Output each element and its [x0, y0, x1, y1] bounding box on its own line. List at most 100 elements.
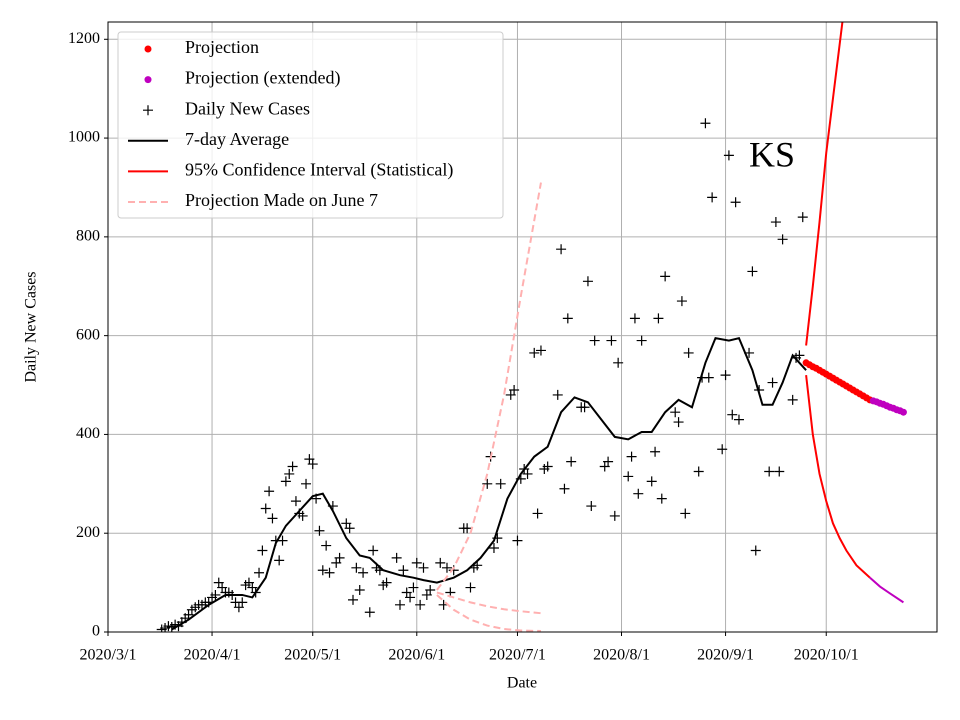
series-line — [436, 182, 542, 591]
plot-area — [156, 22, 907, 632]
legend-label: Daily New Cases — [185, 98, 310, 118]
legend-label: Projection — [185, 37, 259, 57]
point — [629, 313, 640, 324]
legend-label: Projection (extended) — [185, 68, 340, 89]
legend: Projection Projection (extended) Daily New… — [117, 31, 504, 219]
series-line — [436, 594, 541, 632]
point — [381, 577, 392, 588]
point — [237, 597, 248, 608]
point — [670, 407, 681, 418]
point — [284, 468, 295, 479]
point — [660, 271, 671, 282]
point — [351, 562, 362, 573]
legend-marker — [144, 76, 152, 84]
point — [623, 471, 634, 482]
point — [653, 313, 664, 324]
point — [723, 150, 734, 161]
series-line — [869, 576, 904, 604]
point — [418, 562, 429, 573]
point — [391, 552, 402, 563]
point — [562, 313, 573, 324]
point — [254, 567, 265, 578]
point — [264, 486, 275, 497]
point — [317, 565, 328, 576]
series-line — [805, 22, 844, 346]
point — [542, 461, 553, 472]
point — [415, 599, 426, 610]
y-tick-label: 1200 — [68, 30, 100, 47]
point — [673, 417, 684, 428]
point — [626, 451, 637, 462]
y-tick-label: 600 — [76, 326, 100, 343]
x-axis-label: Date — [507, 675, 537, 692]
y-tick-label: 400 — [76, 425, 100, 442]
point — [700, 118, 711, 129]
annotation: KS — [749, 134, 795, 174]
point — [277, 535, 288, 546]
x-tick-label: 2020/5/1 — [284, 647, 341, 664]
series-line — [436, 591, 542, 615]
point — [364, 607, 375, 618]
point — [532, 508, 543, 519]
point — [301, 478, 312, 489]
legend-box — [117, 31, 504, 219]
point — [650, 446, 661, 457]
point — [462, 523, 473, 534]
point — [509, 384, 520, 395]
point — [633, 488, 644, 499]
point — [727, 409, 738, 420]
point — [411, 557, 422, 568]
point — [582, 276, 593, 287]
point — [579, 402, 590, 413]
point — [770, 217, 781, 228]
point — [307, 459, 318, 470]
legend-label: Projection Made on June 7 — [185, 190, 378, 210]
point — [552, 389, 563, 400]
point — [368, 545, 379, 556]
point — [693, 466, 704, 477]
legend-marker — [143, 105, 153, 116]
point — [495, 478, 506, 489]
series-line — [805, 375, 871, 579]
legend-label: 7-day Average — [185, 129, 289, 149]
point — [257, 545, 268, 556]
point — [358, 567, 369, 578]
y-tick-label: 0 — [92, 623, 100, 640]
point — [646, 476, 657, 487]
point — [717, 444, 728, 455]
point — [730, 197, 741, 208]
point — [334, 552, 345, 563]
axes-frame — [107, 21, 938, 633]
point — [465, 582, 476, 593]
point — [287, 461, 298, 472]
point — [398, 565, 409, 576]
point — [324, 567, 335, 578]
y-tick-label: 1000 — [68, 129, 100, 146]
x-tick-label: 2020/10/1 — [794, 647, 859, 664]
point — [787, 394, 798, 405]
point — [482, 478, 493, 489]
point — [210, 589, 221, 600]
point — [586, 501, 597, 512]
point — [274, 555, 285, 566]
legend-label: 95% Confidence Interval (Statistical) — [185, 160, 453, 181]
point — [797, 212, 808, 223]
point — [676, 296, 687, 307]
x-tick-label: 2020/3/1 — [80, 647, 137, 664]
point — [348, 594, 359, 605]
y-tick-label: 200 — [76, 524, 100, 541]
point — [774, 466, 785, 477]
point — [394, 599, 405, 610]
legend-marker — [144, 45, 152, 53]
point — [488, 543, 499, 554]
point — [609, 510, 620, 521]
point — [613, 357, 624, 368]
point — [290, 496, 301, 507]
point — [606, 335, 617, 346]
point — [720, 370, 731, 381]
point — [425, 585, 436, 596]
point — [535, 345, 546, 356]
point — [260, 503, 271, 514]
point — [267, 513, 278, 524]
point — [280, 476, 291, 487]
